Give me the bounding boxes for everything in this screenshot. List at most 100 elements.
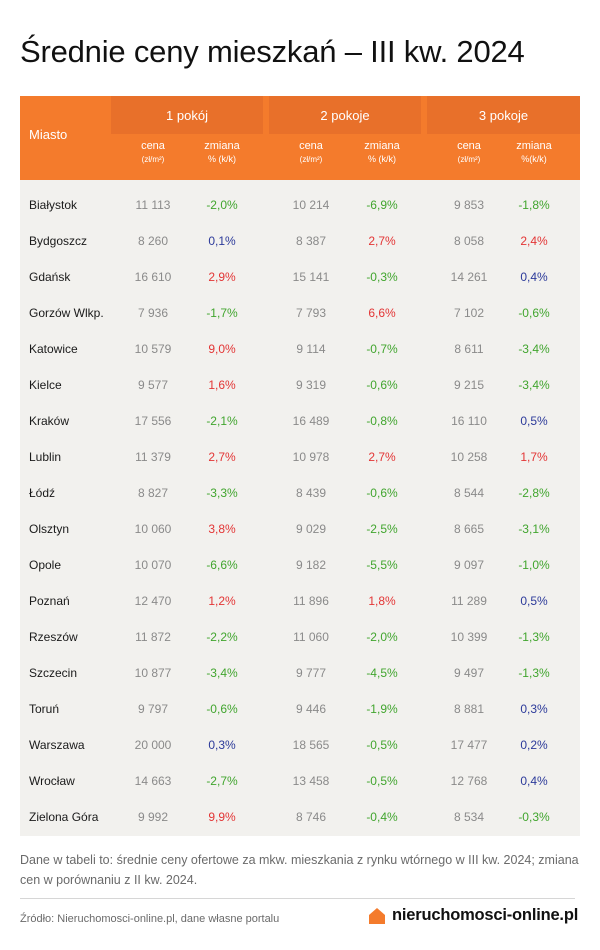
city-name: Kielce [29, 378, 62, 392]
change-2-rooms: -1,9% [366, 702, 398, 716]
price-3-rooms: 8 058 [453, 234, 485, 248]
subheader-change-3: zmiana %(k/k) [504, 140, 564, 166]
price-1-room: 11 113 [135, 198, 171, 212]
price-3-rooms: 8 544 [453, 486, 485, 500]
table-row: Lublin 11 379 2,7% 10 978 2,7% 10 258 1,7% [20, 439, 580, 475]
change-1-room: -3,4% [206, 666, 238, 680]
price-3-rooms: 8 881 [453, 702, 485, 716]
price-3-rooms: 12 768 [450, 774, 488, 788]
subheader-price-unit: (zł/m²) [457, 155, 481, 164]
house-icon [368, 907, 386, 925]
price-2-rooms: 9 029 [295, 522, 327, 536]
group-header-2-rooms: 2 pokoje [269, 96, 421, 134]
change-2-rooms: 1,8% [368, 594, 396, 608]
change-1-room: 1,6% [208, 378, 236, 392]
price-2-rooms: 9 319 [295, 378, 327, 392]
price-2-rooms: 8 746 [295, 810, 327, 824]
subheader-price-2: cena (zł/m²) [281, 140, 341, 166]
price-2-rooms: 10 978 [292, 450, 330, 464]
city-name: Olsztyn [29, 522, 70, 536]
group-header-1-room: 1 pokój [111, 96, 263, 134]
table-row: Wrocław 14 663 -2,7% 13 458 -0,5% 12 768 0,4% [20, 763, 580, 799]
subheader-price-unit: (zł/m²) [299, 155, 323, 164]
price-3-rooms: 16 110 [451, 414, 487, 428]
table-row: Opole 10 070 -6,6% 9 182 -5,5% 9 097 -1,0% [20, 547, 580, 583]
change-1-room: -0,6% [206, 702, 238, 716]
change-3-rooms: -1,0% [518, 558, 550, 572]
change-3-rooms: 2,4% [520, 234, 548, 248]
city-name: Gorzów Wlkp. [29, 306, 104, 320]
change-3-rooms: 0,5% [520, 594, 548, 608]
subheader-price-unit: (zł/m²) [141, 155, 165, 164]
change-1-room: 9,9% [208, 810, 236, 824]
change-3-rooms: 0,5% [520, 414, 548, 428]
price-3-rooms: 8 534 [453, 810, 485, 824]
price-2-rooms: 8 387 [295, 234, 327, 248]
brand-logo[interactable]: nieruchomosci-online.pl [368, 906, 578, 925]
change-3-rooms: -0,6% [518, 306, 550, 320]
group-header-3-rooms: 3 pokoje [427, 96, 580, 134]
subheader-change-2: zmiana % (k/k) [352, 140, 412, 166]
column-header-city: Miasto [29, 127, 68, 142]
subheader-change-label: zmiana [204, 140, 240, 152]
price-1-room: 14 663 [134, 774, 172, 788]
change-3-rooms: -3,4% [518, 378, 550, 392]
price-1-room: 10 877 [134, 666, 172, 680]
change-2-rooms: 2,7% [368, 450, 396, 464]
change-1-room: -3,3% [206, 486, 238, 500]
subheader-change-unit: % (k/k) [208, 154, 236, 164]
table-row: Katowice 10 579 9,0% 9 114 -0,7% 8 611 -3,4% [20, 331, 580, 367]
table-row: Toruń 9 797 -0,6% 9 446 -1,9% 8 881 0,3% [20, 691, 580, 727]
price-3-rooms: 9 215 [453, 378, 485, 392]
price-2-rooms: 7 793 [295, 306, 327, 320]
city-name: Opole [29, 558, 62, 572]
change-3-rooms: -2,8% [518, 486, 550, 500]
change-2-rooms: -2,0% [366, 630, 398, 644]
price-2-rooms: 9 182 [295, 558, 327, 572]
change-1-room: -2,1% [206, 414, 238, 428]
change-2-rooms: -0,3% [366, 270, 398, 284]
price-1-room: 7 936 [137, 306, 169, 320]
subheader-change-1: zmiana % (k/k) [192, 140, 252, 166]
price-1-room: 12 470 [134, 594, 172, 608]
subheader-change-label: zmiana [364, 140, 400, 152]
price-3-rooms: 9 497 [453, 666, 485, 680]
change-2-rooms: -0,5% [366, 738, 398, 752]
city-name: Warszawa [29, 738, 85, 752]
change-2-rooms: -0,4% [366, 810, 398, 824]
city-name: Gdańsk [29, 270, 71, 284]
price-3-rooms: 10 399 [450, 630, 488, 644]
table-row: Poznań 12 470 1,2% 11 896 1,8% 11 289 0,5% [20, 583, 580, 619]
price-3-rooms: 9 853 [453, 198, 485, 212]
change-2-rooms: -6,9% [366, 198, 398, 212]
city-name: Szczecin [29, 666, 78, 680]
change-1-room: -6,6% [206, 558, 238, 572]
city-name: Lublin [29, 450, 62, 464]
subheader-change-label: zmiana [516, 140, 552, 152]
table-header: Miasto 1 pokój 2 pokoje 3 pokoje cena (z… [20, 96, 580, 180]
change-1-room: -2,7% [206, 774, 238, 788]
change-3-rooms: -3,4% [518, 342, 550, 356]
price-1-room: 9 797 [137, 702, 169, 716]
price-2-rooms: 11 896 [293, 594, 329, 608]
table-row: Białystok 11 113 -2,0% 10 214 -6,9% 9 853 -1,8… [20, 187, 580, 223]
table-row: Gdańsk 16 610 2,9% 15 141 -0,3% 14 261 0,4% [20, 259, 580, 295]
table-row: Warszawa 20 000 0,3% 18 565 -0,5% 17 477 0,2% [20, 727, 580, 763]
change-3-rooms: -1,8% [518, 198, 550, 212]
change-1-room: 1,2% [208, 594, 236, 608]
change-3-rooms: -1,3% [518, 666, 550, 680]
change-3-rooms: 0,2% [520, 738, 548, 752]
subheader-change-unit: %(k/k) [521, 154, 547, 164]
price-1-room: 17 556 [134, 414, 172, 428]
city-name: Kraków [29, 414, 70, 428]
change-3-rooms: 0,3% [520, 702, 548, 716]
price-2-rooms: 9 446 [295, 702, 327, 716]
price-1-room: 9 577 [137, 378, 169, 392]
change-2-rooms: -0,8% [366, 414, 398, 428]
price-3-rooms: 11 289 [451, 594, 487, 608]
change-1-room: 0,1% [208, 234, 236, 248]
price-2-rooms: 10 214 [292, 198, 330, 212]
table-row: Olsztyn 10 060 3,8% 9 029 -2,5% 8 665 -3,1% [20, 511, 580, 547]
divider [20, 898, 575, 899]
city-name: Wrocław [29, 774, 75, 788]
